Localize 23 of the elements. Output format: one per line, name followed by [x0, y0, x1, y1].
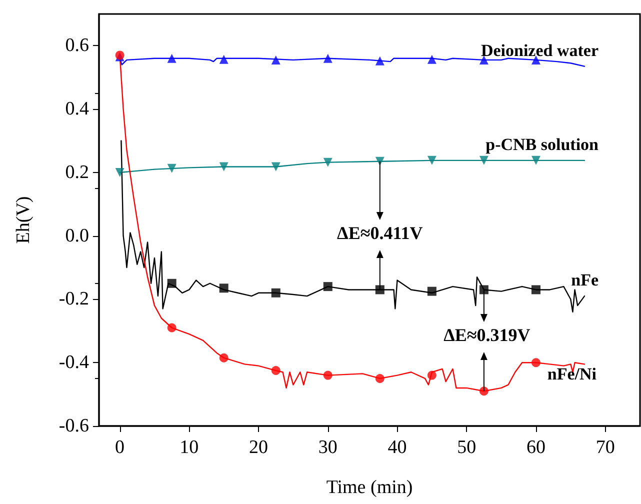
x-tick-label: 70: [596, 437, 615, 458]
y-tick-label: 0.4: [65, 98, 90, 120]
x-tick-label: 50: [457, 437, 476, 458]
series-label: Deionized water: [480, 40, 599, 60]
y-tick-label: 0.2: [65, 162, 89, 183]
series-label: p-CNB solution: [486, 134, 600, 154]
series-label: nFe/Ni: [547, 364, 597, 384]
series-label: nFe: [571, 270, 599, 290]
annotation: ΔE≈0.319V: [444, 325, 530, 346]
x-tick-label: 30: [318, 437, 338, 458]
annotation: ΔE≈0.411V: [337, 223, 423, 244]
x-tick-label: 0: [115, 437, 125, 458]
y-tick-label: 0.0: [65, 225, 89, 246]
y-axis-title: Eh(V): [13, 196, 34, 244]
x-tick-label: 40: [388, 437, 407, 458]
x-tick-label: 10: [180, 437, 199, 458]
x-axis-title: Time (min): [326, 477, 413, 498]
y-tick-label: -0.4: [58, 352, 90, 374]
x-tick-label: 20: [249, 437, 268, 458]
y-tick-label: -0.6: [58, 416, 89, 436]
y-tick-label: -0.2: [58, 288, 89, 310]
y-tick-label: 0.6: [65, 35, 89, 56]
x-tick-label: 60: [526, 437, 546, 458]
